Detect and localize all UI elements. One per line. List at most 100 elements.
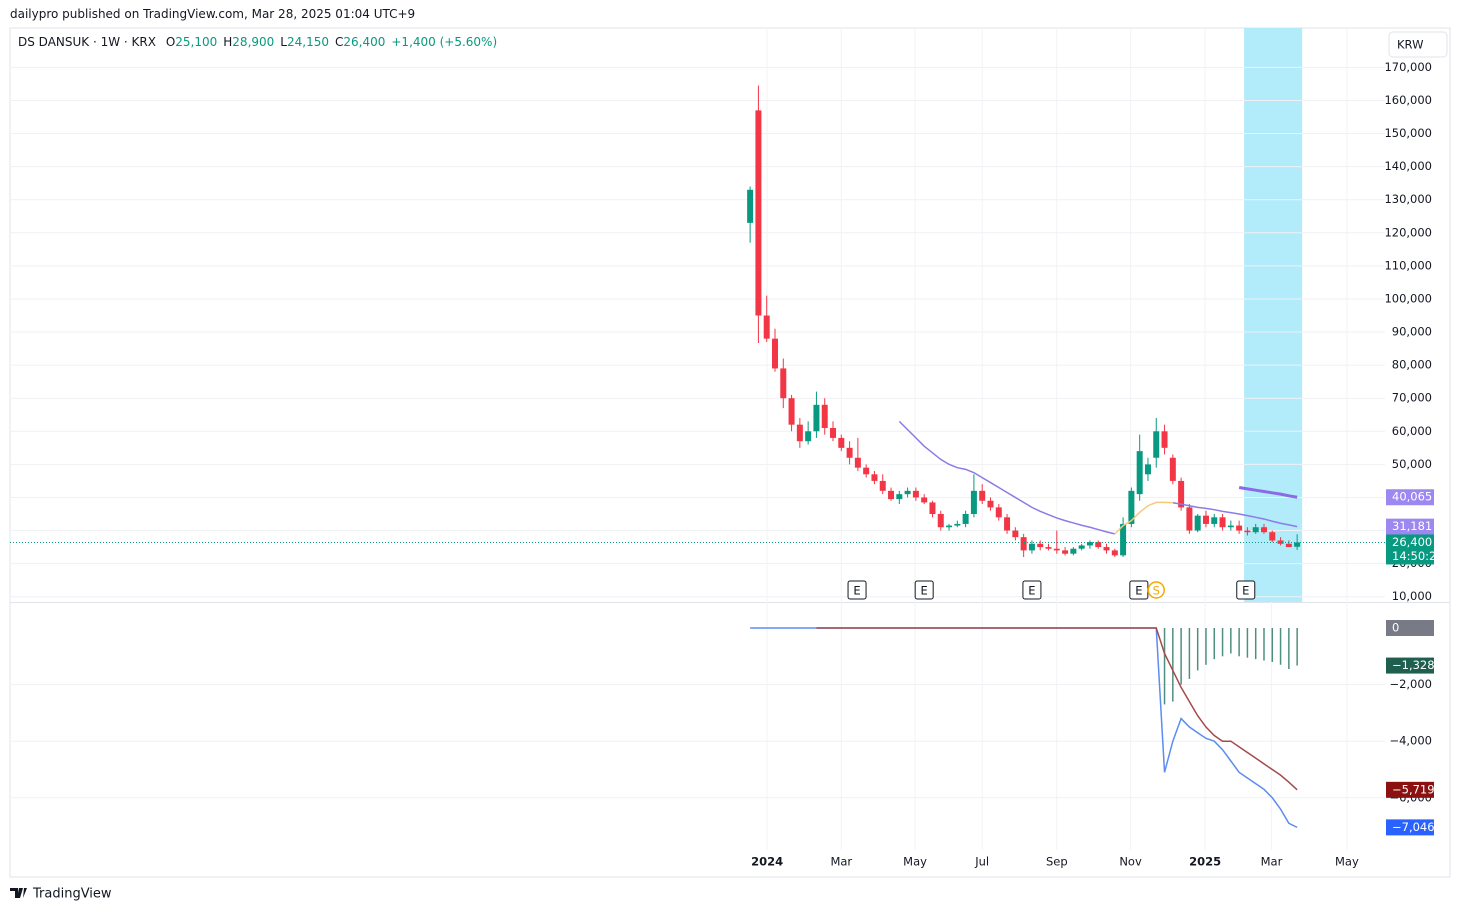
candle-body <box>1095 542 1102 548</box>
indicator-line <box>1114 501 1173 535</box>
candle-body <box>912 490 919 498</box>
y-tick-label: 100,000 <box>1384 291 1432 305</box>
candle-body <box>780 368 787 399</box>
candle-body <box>1178 480 1185 508</box>
x-tick-label: 2024 <box>751 855 783 869</box>
y-tick-label: −4,000 <box>1389 734 1432 748</box>
event-label: E <box>1135 584 1142 598</box>
candle-body <box>896 494 903 500</box>
candle-body <box>888 490 895 500</box>
candle-body <box>904 490 911 495</box>
ohlc-value: 26,400 <box>343 35 386 49</box>
currency-label: KRW <box>1397 38 1423 52</box>
event-marker <box>847 580 867 600</box>
price-tag-label: −7,046 <box>1392 820 1435 834</box>
ohlc-key: O <box>165 35 176 49</box>
candle-body <box>1277 540 1284 544</box>
candle-body <box>929 502 936 514</box>
y-tick-label: 50,000 <box>1392 457 1432 471</box>
candle-body <box>1153 431 1160 458</box>
price-tag <box>1386 619 1434 636</box>
candle-body <box>863 467 870 475</box>
candle-body <box>1186 507 1193 531</box>
indicator-line <box>1238 486 1298 499</box>
candle-body <box>1194 515 1201 531</box>
candle-body <box>1202 515 1209 524</box>
brand: TradingView <box>32 887 112 902</box>
logo-icon <box>10 888 27 898</box>
ohlc-key: H <box>223 35 233 49</box>
ohlc-value: 28,900 <box>232 35 275 49</box>
price-tag-label: 31,181 <box>1392 519 1432 533</box>
price-tag <box>1386 518 1434 535</box>
candle-body <box>1028 543 1035 551</box>
candle-body <box>1103 547 1110 551</box>
price-tag <box>1386 657 1434 674</box>
event-marker <box>914 580 934 600</box>
candle-body <box>846 447 853 458</box>
y-tick-label: 170,000 <box>1384 60 1432 74</box>
event-marker <box>1236 580 1256 600</box>
event-label: E <box>921 584 928 598</box>
indicator-line <box>816 627 1298 791</box>
y-tick-label: 90,000 <box>1392 325 1432 339</box>
price-tag-label: −1,328 <box>1392 658 1435 672</box>
candle-body <box>796 424 803 442</box>
candle-body <box>1020 537 1027 551</box>
candle-body <box>987 500 994 508</box>
event-marker <box>1147 581 1165 599</box>
y-tick-label: 70,000 <box>1392 391 1432 405</box>
candle-body <box>921 497 928 503</box>
candle-body <box>1244 530 1251 533</box>
currency-button[interactable] <box>1388 31 1448 58</box>
candle-body <box>1252 527 1259 533</box>
price-tag-label: 26,400 <box>1392 535 1432 549</box>
candle-body <box>788 398 795 425</box>
candle-body <box>979 490 986 501</box>
y-tick-label: −2,000 <box>1389 677 1432 691</box>
candle-body <box>821 404 828 428</box>
chart-frame <box>9 27 1451 878</box>
candle-body <box>830 427 837 438</box>
symbol-legend: DS DANSUK · 1W · KRX O25,100 H28,900 L24,1… <box>18 35 497 49</box>
byline: dailypro published on TradingView.com, M… <box>10 7 416 21</box>
candle-body <box>1169 457 1176 481</box>
x-tick-label: Mar <box>1261 855 1283 869</box>
highlight-zone <box>1244 28 1303 602</box>
candle-body <box>1086 542 1093 546</box>
candle-body <box>1260 527 1267 533</box>
candle-body <box>1227 525 1234 528</box>
candle-body <box>1078 545 1085 549</box>
candle-body <box>970 490 977 514</box>
x-tick-label: Mar <box>830 855 852 869</box>
candle-body <box>1128 490 1135 524</box>
symbol: DS DANSUK · 1W · KRX <box>18 35 156 49</box>
y-tick-label: 60,000 <box>1392 424 1432 438</box>
y-tick-label: 110,000 <box>1384 258 1432 272</box>
candle-body <box>747 189 754 223</box>
candle-body <box>1004 517 1011 531</box>
ohlc-value: 24,150 <box>286 35 329 49</box>
candle-body <box>871 474 878 481</box>
price-tag-label: 40,065 <box>1392 490 1432 504</box>
event-label: E <box>853 584 860 598</box>
candle-body <box>1037 543 1044 548</box>
candle-body <box>946 525 953 528</box>
candle-body <box>995 507 1002 518</box>
ohlc-value: 25,100 <box>175 35 218 49</box>
candle-body <box>1269 532 1276 541</box>
countdown: 14:50:25 <box>1392 549 1444 563</box>
price-tag-label: −5,719 <box>1392 782 1435 796</box>
candle-body <box>1053 548 1060 551</box>
candle-body <box>879 480 886 491</box>
price-tag <box>1386 534 1434 565</box>
x-tick-label: Jul <box>974 855 989 869</box>
y-tick-label: 140,000 <box>1384 159 1432 173</box>
indicator-line <box>898 420 1298 535</box>
candle-body <box>1120 523 1127 556</box>
candle-body <box>1161 431 1168 448</box>
ohlc-key: C <box>334 35 344 49</box>
price-tag <box>1386 489 1434 506</box>
